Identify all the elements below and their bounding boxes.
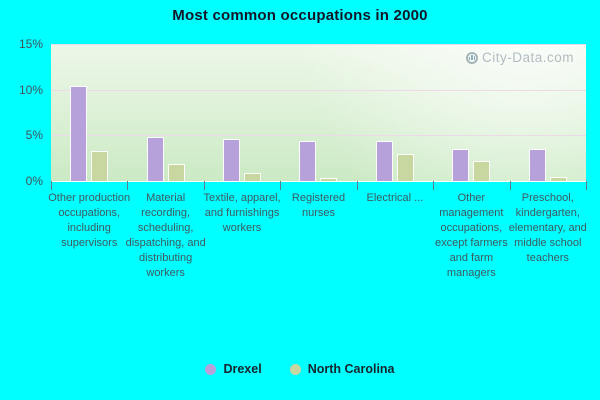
legend-dot-icon [289,363,301,375]
bar-group [433,44,509,181]
legend-item-north-carolina: North Carolina [289,362,395,376]
bar-north-carolina [320,178,338,181]
x-axis-tick [356,181,358,190]
bar-north-carolina [91,151,109,181]
x-axis-category-label: Registered nurses [291,192,346,219]
bar-group [51,44,127,181]
plot-area: City-Data.com [51,44,586,182]
bar-north-carolina [473,161,491,181]
legend: Drexel North Carolina [0,362,600,376]
x-axis-tick [51,181,52,190]
bar-drexel [146,137,164,181]
x-axis-tick [509,181,511,190]
y-axis-label-5: 5% [25,128,43,143]
x-axis-tick [203,181,205,190]
bar-drexel [375,141,393,181]
gridline-10 [51,89,586,91]
bar-north-carolina [244,173,262,181]
bar-north-carolina [396,154,414,181]
x-axis-category-label: Textile, apparel, and furnishings worker… [203,192,281,234]
watermark-text: City-Data.com [481,50,574,65]
city-data-logo-icon [465,51,478,64]
x-axis-category-label: Other production occupations, including … [48,192,131,249]
x-axis-category-label: Material recording, scheduling, dispatch… [125,192,206,279]
y-axis-label-15: 15% [18,37,43,51]
legend-label: North Carolina [307,362,395,376]
x-axis-category-label: Preschool, kindergarten, elementary, and… [508,192,587,264]
legend-label: Drexel [223,362,262,376]
bar-drexel [452,149,470,181]
bar-drexel [70,86,88,181]
bar-group [204,44,280,181]
bar-group [127,44,203,181]
bar-group [280,44,356,181]
chart-title: Most common occupations in 2000 [172,7,428,24]
bar-drexel [528,149,546,181]
x-axis-tick [280,181,282,190]
gridline-15 [51,44,586,45]
x-axis-tick [586,181,587,190]
bar-north-carolina [549,177,567,181]
legend-dot-icon [205,363,217,375]
gridline-5 [51,135,586,137]
legend-item-drexel: Drexel [205,362,262,376]
x-axis-tick [433,181,435,190]
bar-north-carolina [167,164,185,181]
watermark[interactable]: City-Data.com [465,50,574,65]
bar-drexel [299,141,317,181]
x-axis-category-label: Electrical ... [366,192,424,204]
x-axis-tick [127,181,129,190]
bar-drexel [223,139,241,181]
y-axis-label-0: 0% [25,174,43,188]
y-axis-label-10: 10% [18,82,43,97]
bar-group [510,44,586,181]
x-axis-category-label: Other management occupations, except far… [434,192,508,279]
bar-group [357,44,433,181]
